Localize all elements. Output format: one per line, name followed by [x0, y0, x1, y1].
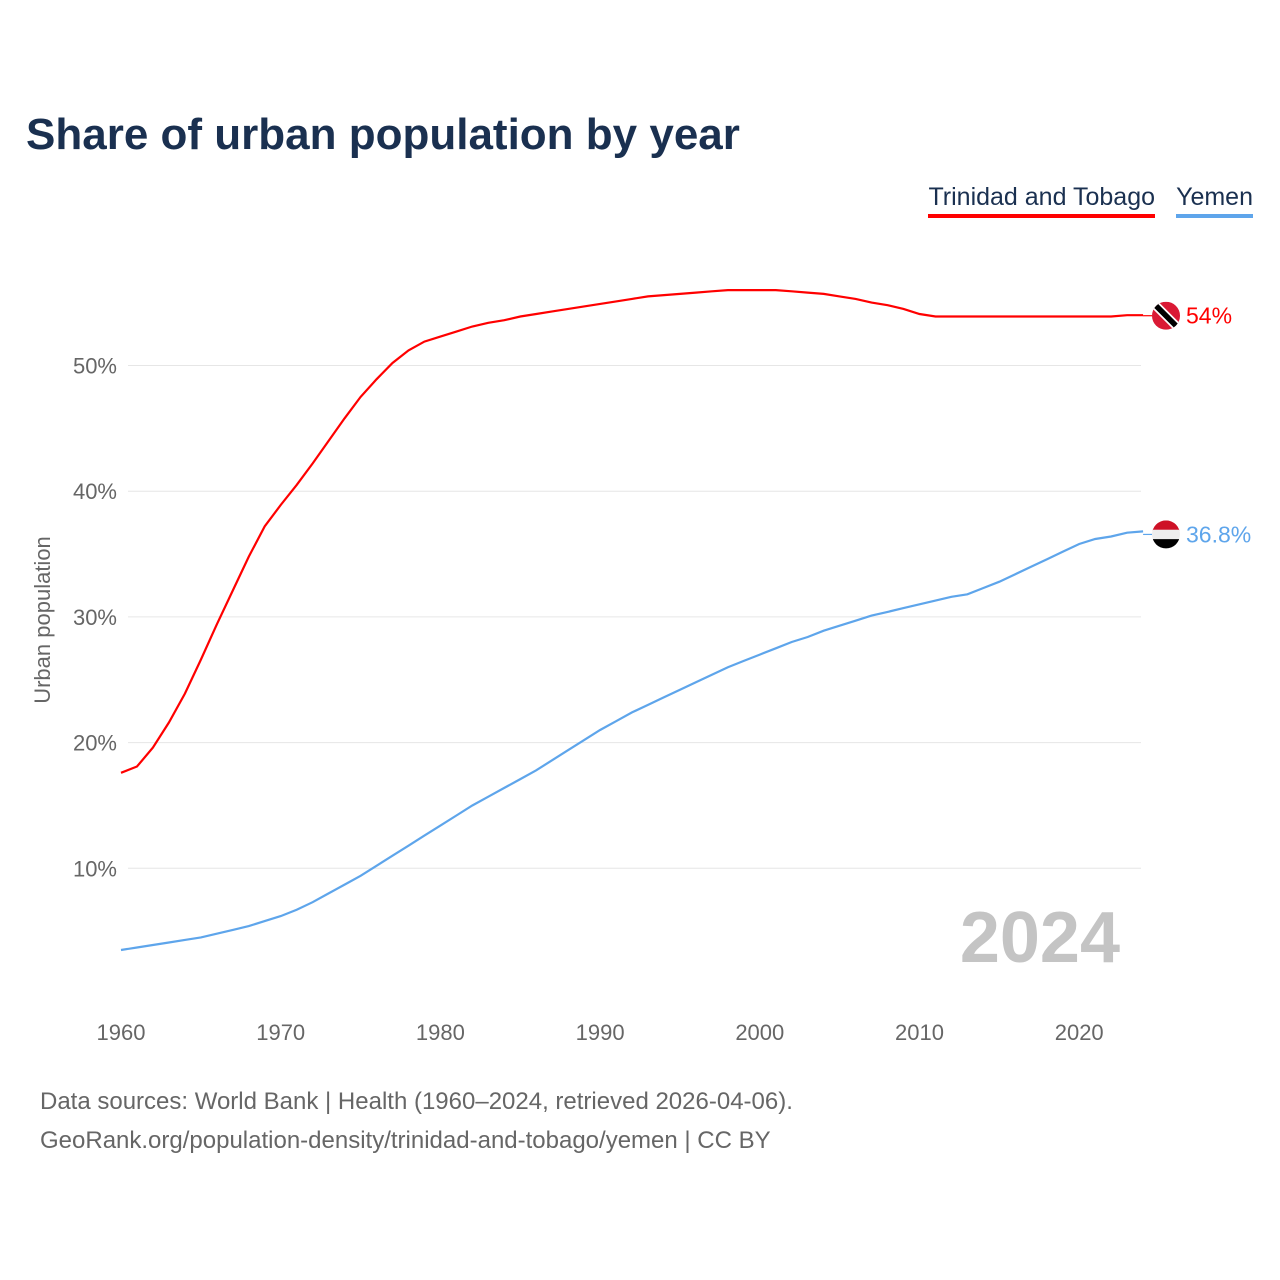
y-tick-label: 30%: [73, 605, 117, 630]
trinidad-and-tobago-flag-icon: [1152, 301, 1180, 330]
x-tick-label: 2020: [1055, 1020, 1104, 1045]
yemen-flag-icon: [1152, 520, 1180, 549]
series-line-trinidad-and-tobago[interactable]: [120, 289, 1144, 774]
footer-link[interactable]: GeoRank.org/population-density/trinidad-…: [40, 1127, 771, 1154]
x-tick-label: 2000: [735, 1020, 784, 1045]
y-tick-label: 50%: [73, 354, 117, 379]
x-tick-label: 1980: [416, 1020, 465, 1045]
y-tick-label: 40%: [73, 479, 117, 504]
x-tick-label: 1970: [256, 1020, 305, 1045]
end-value-label: 36.8%: [1186, 521, 1251, 547]
y-axis-label: Urban population: [30, 536, 55, 704]
y-tick-label: 20%: [73, 731, 117, 756]
end-value-label: 54%: [1186, 303, 1232, 329]
footer-sources: Data sources: World Bank | Health (1960–…: [40, 1088, 793, 1115]
y-tick-label: 10%: [73, 856, 117, 881]
legend-yemen[interactable]: Yemen: [1176, 183, 1253, 218]
x-tick-label: 1960: [97, 1020, 146, 1045]
x-tick-label: 1990: [576, 1020, 625, 1045]
chart-title: Share of urban population by year: [26, 110, 740, 159]
legend-trinidad-and-tobago[interactable]: Trinidad and Tobago: [928, 183, 1155, 218]
series-line-yemen[interactable]: [120, 530, 1144, 952]
year-watermark: 2024: [960, 898, 1120, 978]
x-tick-label: 2010: [895, 1020, 944, 1045]
